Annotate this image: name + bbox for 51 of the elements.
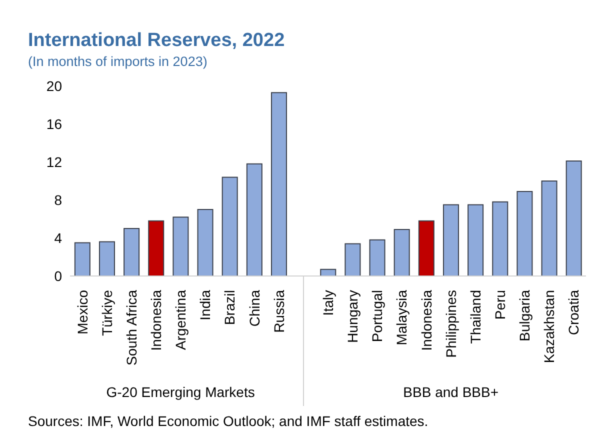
chart-title: International Reserves, 2022 xyxy=(28,30,285,52)
y-tick-label: 4 xyxy=(54,230,62,246)
y-tick-label: 8 xyxy=(54,192,62,208)
source-note: Sources: IMF, World Economic Outlook; and IMF staff estimates. xyxy=(28,413,428,429)
chart-subtitle: (In months of imports in 2023) xyxy=(28,54,208,69)
bar xyxy=(98,241,115,276)
bar xyxy=(541,180,558,276)
bar xyxy=(468,204,484,276)
x-tick-label: Türkiye xyxy=(98,290,115,336)
text: G-20 Emerging Markets xyxy=(105,384,256,400)
bar xyxy=(516,190,533,276)
x-tick-label: Peru xyxy=(492,290,508,320)
x-tick-label: Indonesia xyxy=(148,290,164,351)
y-tick-label: 16 xyxy=(46,116,62,132)
x-tick-label: Brazil xyxy=(222,290,238,326)
bar xyxy=(222,176,238,276)
bar xyxy=(369,239,386,276)
bar xyxy=(442,204,459,276)
x-tick-label: Thailand xyxy=(467,290,484,344)
x-tick-label: Hungary xyxy=(344,290,361,343)
x-tick-label: Malaysia xyxy=(394,290,410,346)
x-tick-label: India xyxy=(197,290,214,320)
x-tick-label: China xyxy=(246,290,262,327)
bar xyxy=(172,216,189,276)
text: BBB and BBB+ xyxy=(402,384,500,400)
x-tick-label: Italy xyxy=(320,290,336,316)
bar xyxy=(74,242,90,276)
bar xyxy=(124,228,140,276)
y-tick-label: 0 xyxy=(54,268,62,284)
bar xyxy=(418,220,434,276)
bar xyxy=(344,243,361,276)
bar xyxy=(246,163,262,276)
bar xyxy=(394,228,410,276)
y-tick-label: 20 xyxy=(46,78,62,94)
x-tick-label: Mexico xyxy=(74,290,90,334)
bar xyxy=(197,209,214,276)
x-tick-label: Kazakhstan xyxy=(541,290,558,364)
bar xyxy=(320,268,336,276)
x-tick-label: Argentina xyxy=(172,290,189,350)
bar xyxy=(566,160,582,276)
bar xyxy=(270,92,287,276)
y-tick-label: 12 xyxy=(46,154,62,170)
x-tick-label: Philippines xyxy=(442,290,459,358)
x-tick-label: South Africa xyxy=(123,290,140,366)
x-tick-label: Russia xyxy=(270,290,287,333)
bar xyxy=(492,201,508,276)
x-tick-label: Bulgaria xyxy=(516,290,533,342)
x-tick-label: Portugal xyxy=(369,290,386,342)
x-tick-label: Croatia xyxy=(566,290,582,336)
x-tick-label: Indonesia xyxy=(418,290,434,351)
bar xyxy=(148,220,164,276)
